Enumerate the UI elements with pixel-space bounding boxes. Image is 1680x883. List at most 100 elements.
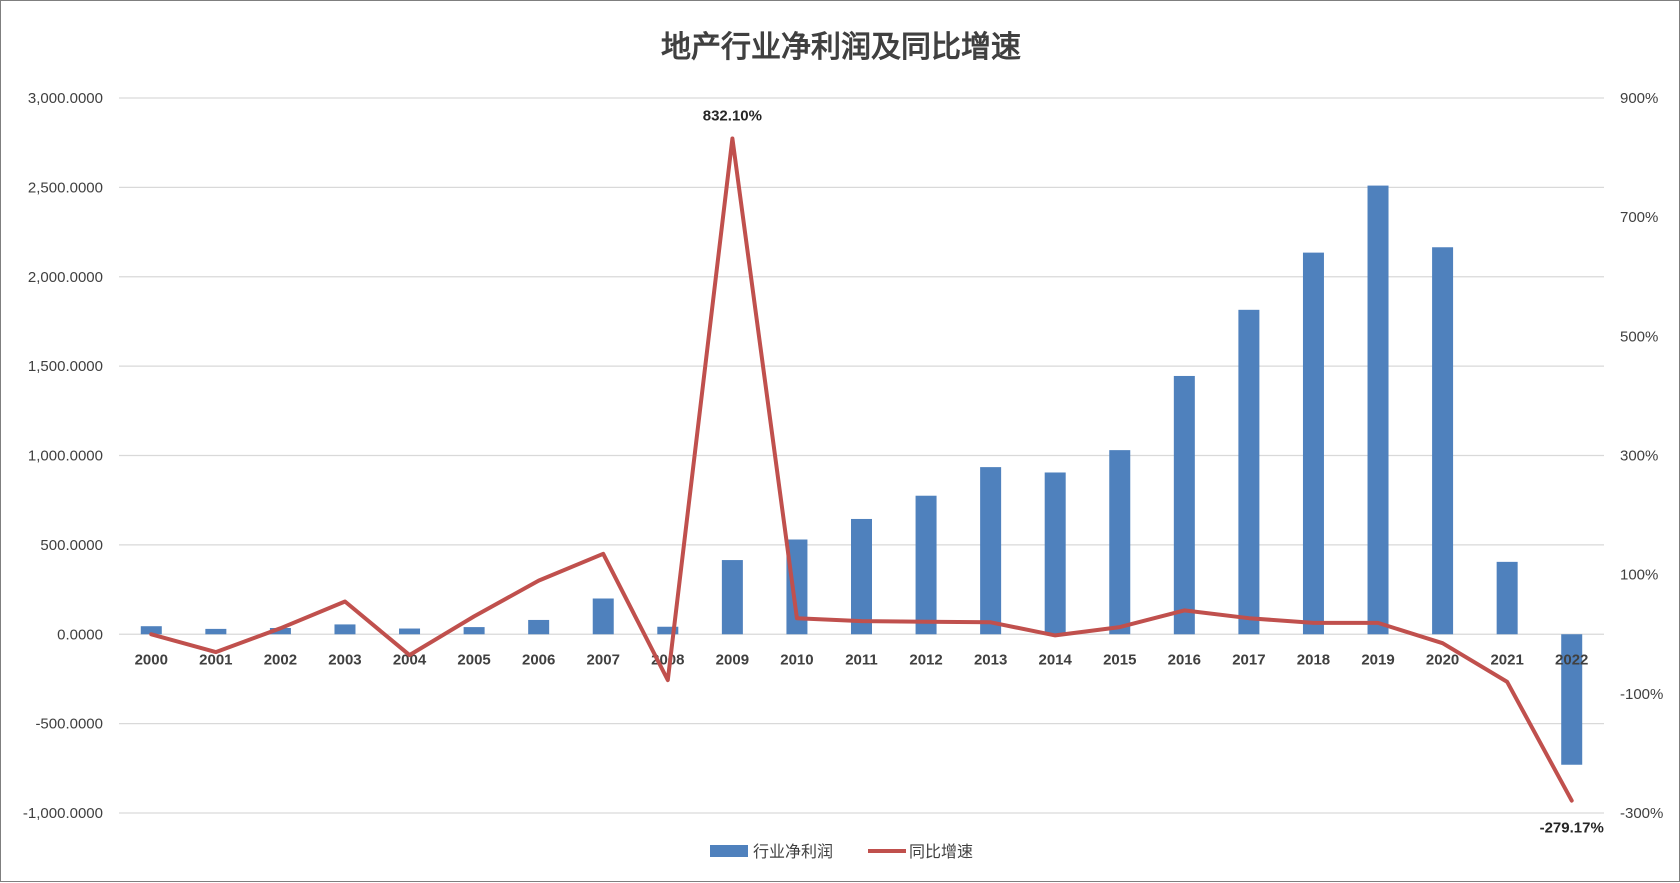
bar [1302,252,1324,635]
chart-title: 地产行业净利润及同比增速 [661,30,1021,65]
x-axis-tick-label: 2014 [1039,651,1073,668]
growth-line [149,136,1574,803]
x-axis-tick-label: 2013 [974,651,1007,668]
bar [140,626,162,635]
x-axis-tick-label: 2016 [1168,651,1201,668]
bar [1496,561,1518,635]
data-labels: 832.10% -279.17% [703,107,1604,836]
right-axis-tick-label: -300% [1620,805,1663,822]
left-axis-tick-label: -500.0000 [35,716,103,733]
line-point [344,600,346,602]
line-point [1442,642,1444,644]
line-point [861,620,862,622]
line-point [409,654,411,656]
bar [205,628,227,635]
x-axis-tick-label: 2009 [716,651,749,668]
line-point [473,615,475,617]
line-point [279,627,281,629]
bar [269,627,291,635]
x-axis-tick-label: 2011 [845,651,878,668]
right-axis-tick-label: 300% [1620,448,1658,465]
left-axis-tick-label: 2,000.0000 [28,269,103,286]
line-point [1571,800,1573,802]
bar [915,495,937,635]
bar [1561,634,1583,765]
line-point [150,633,152,635]
x-axis-tick-label: 2001 [199,651,232,668]
line-point [215,651,217,653]
left-axis-tick-label: 0.0000 [57,626,103,643]
data-label: -279.17% [1540,820,1604,837]
x-axis-tick-label: 2020 [1426,651,1459,668]
bar [851,518,872,635]
bar [334,624,356,635]
left-axis-tick-label: 2,500.0000 [28,179,103,196]
x-axis-tick-label: 2007 [587,651,620,668]
bar-series [140,185,1583,765]
x-axis-tick-label: 2021 [1490,651,1523,668]
right-axis-ticks: 900% 700% 500% 300% 100% -100% -300% [1620,90,1663,822]
legend-label-bar: 行业净利润 [753,842,833,861]
left-axis-tick-label: 3,000.0000 [28,90,103,107]
legend-swatch-bar [710,845,748,857]
right-axis-tick-label: 700% [1620,209,1658,226]
line-point [1183,609,1185,611]
legend: 行业净利润 同比增速 [710,842,973,861]
right-axis-tick-label: 900% [1620,90,1658,107]
left-axis-ticks: 3,000.0000 2,500.0000 2,000.0000 1,500.0000… [23,90,103,822]
x-axis-tick-label: 2022 [1555,651,1588,668]
right-axis-tick-label: -100% [1620,686,1663,703]
line-point [925,621,927,623]
line-point [990,621,992,623]
bar [592,598,614,635]
data-label: 832.10% [703,107,762,124]
line-point [538,580,540,582]
x-axis-tick-label: 2000 [135,651,168,668]
bar [1044,472,1066,635]
bar [528,619,550,635]
x-axis-tick-label: 2019 [1361,651,1394,668]
bar [721,560,743,635]
bar [980,467,1002,635]
left-axis-tick-label: -1,000.0000 [23,805,103,822]
line-point [1248,617,1250,619]
bar [1432,247,1454,635]
line-point [667,679,669,681]
line-point [1377,622,1379,624]
bar [786,539,808,635]
line-point [1506,681,1508,683]
line-point [731,137,733,139]
line-point [1119,626,1121,628]
bar [399,628,421,635]
x-axis-tick-label: 2012 [909,651,942,668]
left-axis-tick-label: 1,500.0000 [28,358,103,375]
bar [1367,185,1389,635]
right-axis-tick-label: 500% [1620,328,1658,345]
line-series [149,136,1574,803]
line-point [602,553,604,555]
x-axis-tick-label: 2010 [780,651,813,668]
x-axis-tick-label: 2017 [1232,651,1265,668]
x-axis-tick-label: 2003 [328,651,361,668]
x-axis-tick-label: 2018 [1297,651,1330,668]
x-axis-ticks: 2000 2001 2002 2003 2004 2005 2006 2007 2008 2009… [135,651,1589,668]
x-axis-tick-label: 2002 [264,651,297,668]
legend-label-line: 同比增速 [909,842,973,861]
bar [1173,375,1195,635]
line-point [1054,634,1056,636]
right-axis-tick-label: 100% [1620,567,1658,584]
line-point [1312,622,1314,624]
x-axis-tick-label: 2004 [393,651,427,668]
bar [657,626,679,635]
left-axis-tick-label: 1,000.0000 [28,448,103,465]
bar [463,627,485,635]
bar [1238,309,1260,635]
left-axis-tick-label: 500.0000 [40,537,103,554]
bar [1109,450,1131,635]
line-point [796,617,798,619]
x-axis-tick-label: 2006 [522,651,555,668]
x-axis-tick-label: 2005 [457,651,490,668]
x-axis-tick-label: 2015 [1103,651,1136,668]
